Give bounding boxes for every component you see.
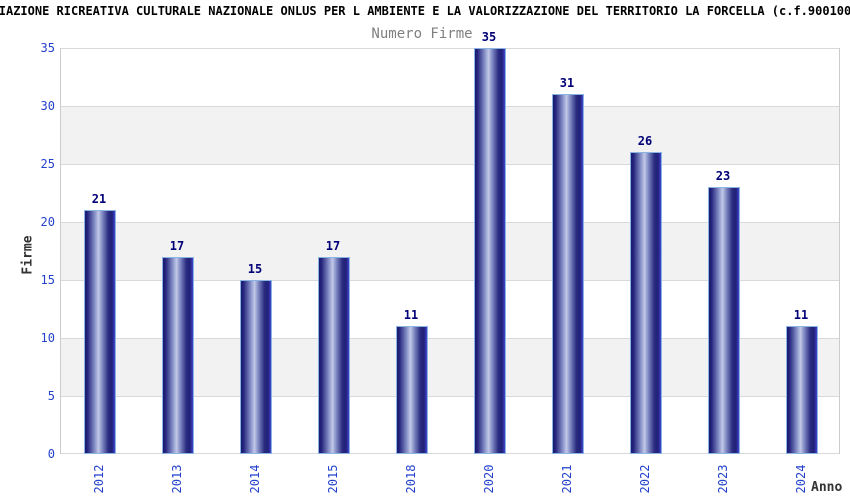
bar [552,94,584,454]
bar [708,187,740,454]
plot-band [61,106,839,164]
header-title-clip: OCIAZIONE RICREATIVA CULTURALE NAZIONALE… [0,4,850,20]
plot-area [60,48,840,454]
x-tick-label: 2018 [404,464,418,494]
y-tick-label: 25 [40,157,55,171]
bar [396,326,428,454]
gridline [61,222,839,223]
x-tick-label: 2022 [638,464,652,494]
bar [786,326,818,454]
bar-value-label: 35 [481,30,497,44]
y-tick-label: 20 [40,215,55,229]
y-tick-label: 10 [40,331,55,345]
x-tick-label: 2014 [248,464,262,494]
gridline [61,453,839,454]
x-tick-label: 2024 [794,464,808,494]
gridline [61,48,839,49]
y-tick-label: 30 [40,99,55,113]
bar [240,280,272,454]
x-tick-label: 2012 [92,464,106,494]
gridline [61,164,839,165]
x-tick-label: 2015 [326,464,340,494]
gridline [61,106,839,107]
x-tick-label: 2013 [170,464,184,494]
x-tick-label: 2020 [482,464,496,494]
y-tick-label: 15 [40,273,55,287]
bar [474,48,506,454]
gridline [61,280,839,281]
x-axis-label: Anno [811,480,843,495]
bar [162,256,194,454]
gridline [61,396,839,397]
x-tick-label: 2021 [560,464,574,494]
chart-title: Numero Firme [371,26,473,42]
y-tick-label: 35 [40,41,55,55]
y-tick-label: 5 [47,389,55,403]
page-title: OCIAZIONE RICREATIVA CULTURALE NAZIONALE… [0,4,850,18]
bar [630,152,662,454]
y-tick-label: 0 [47,447,55,461]
bar [318,256,350,454]
x-tick-label: 2023 [716,464,730,494]
bar [84,210,116,454]
y-axis-label: Firme [20,235,36,275]
gridline [61,338,839,339]
